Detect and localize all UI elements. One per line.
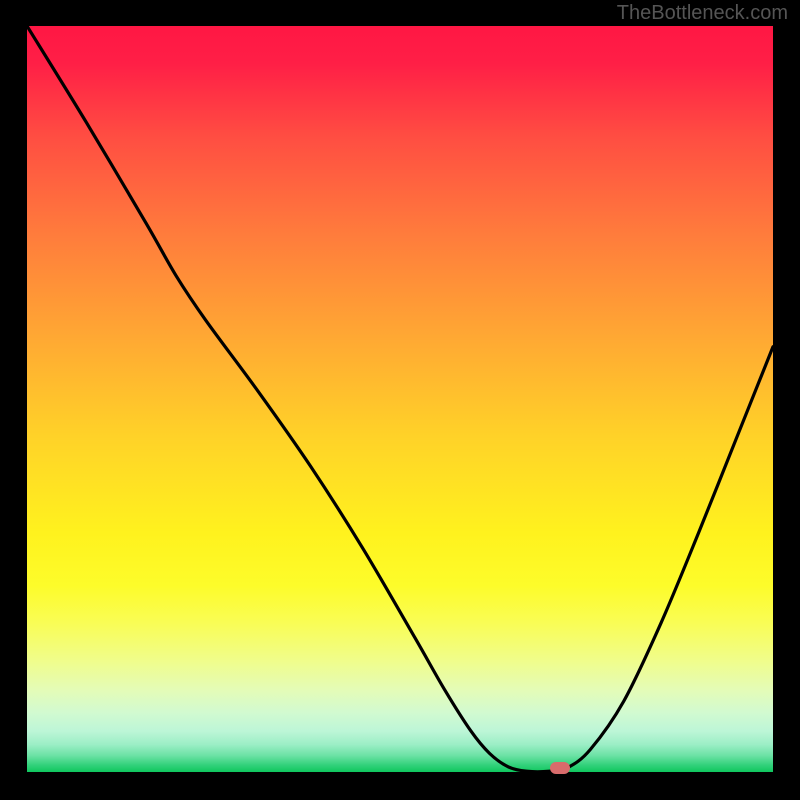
bottleneck-curve [27, 26, 773, 772]
watermark-text: TheBottleneck.com [617, 2, 788, 25]
chart-area [27, 26, 773, 772]
highlight-marker [550, 762, 570, 774]
curve-layer [27, 26, 773, 772]
